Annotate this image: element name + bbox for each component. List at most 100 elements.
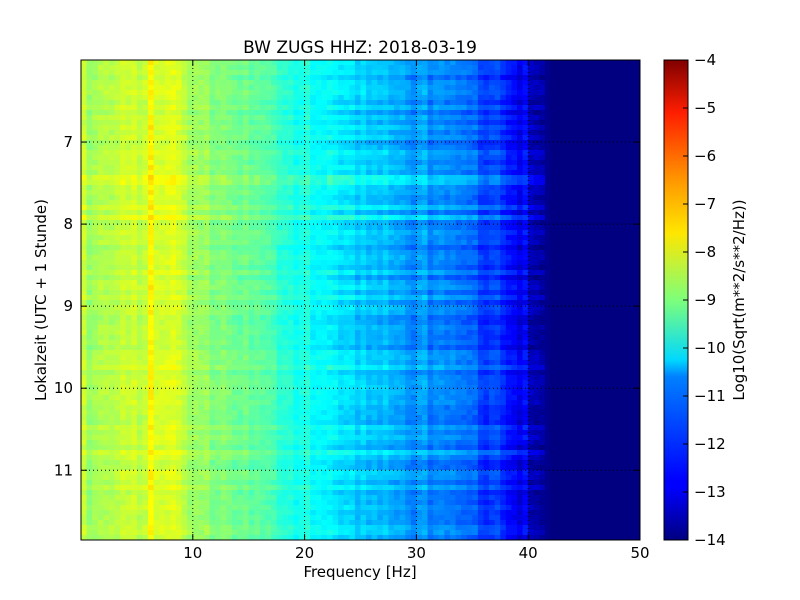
- heatmap-cell: [215, 305, 222, 311]
- heatmap-cell: [427, 280, 434, 286]
- heatmap-cell: [248, 165, 255, 171]
- heatmap-cell: [494, 130, 501, 136]
- heatmap-cell: [237, 60, 244, 66]
- heatmap-cell: [271, 245, 278, 251]
- heatmap-cell: [226, 270, 233, 276]
- heatmap-cell: [81, 170, 88, 176]
- heatmap-cell: [377, 170, 384, 176]
- heatmap-cell: [315, 135, 322, 141]
- heatmap-cell: [371, 110, 378, 116]
- heatmap-cell: [427, 295, 434, 301]
- heatmap-cell: [248, 230, 255, 236]
- heatmap-cell: [203, 150, 211, 156]
- heatmap-cell: [131, 65, 138, 71]
- heatmap-cell: [243, 225, 250, 231]
- heatmap-cell: [181, 265, 188, 271]
- heatmap-cell: [209, 200, 216, 206]
- heatmap-cell: [299, 200, 306, 206]
- heatmap-cell: [511, 120, 518, 126]
- heatmap-cell: [231, 95, 239, 101]
- heatmap-cell: [500, 215, 507, 221]
- heatmap-cell: [97, 295, 104, 301]
- heatmap-cell: [203, 270, 211, 276]
- heatmap-cell: [438, 145, 445, 151]
- heatmap-cell: [433, 210, 440, 216]
- heatmap-cell: [237, 90, 244, 96]
- heatmap-cell: [209, 285, 216, 291]
- heatmap-cell: [584, 95, 591, 101]
- heatmap-cell: [153, 85, 160, 91]
- heatmap-cell: [517, 60, 524, 66]
- heatmap-cell: [539, 90, 546, 96]
- heatmap-cell: [572, 240, 580, 246]
- heatmap-cell: [103, 145, 110, 151]
- heatmap-cell: [293, 300, 300, 306]
- heatmap-cell: [595, 115, 602, 121]
- heatmap-cell: [226, 215, 233, 221]
- heatmap-cell: [606, 80, 613, 86]
- heatmap-cell: [433, 120, 440, 126]
- heatmap-cell: [92, 280, 99, 286]
- heatmap-cell: [259, 145, 267, 151]
- heatmap-cell: [623, 115, 630, 121]
- heatmap-cell: [517, 150, 524, 156]
- heatmap-cell: [550, 225, 557, 231]
- heatmap-cell: [271, 65, 278, 71]
- heatmap-cell: [220, 210, 227, 216]
- heatmap-cell: [567, 125, 574, 131]
- heatmap-cell: [584, 75, 591, 81]
- heatmap-cell: [589, 120, 596, 126]
- heatmap-cell: [159, 255, 166, 261]
- heatmap-cell: [338, 165, 345, 171]
- heatmap-cell: [131, 275, 138, 281]
- heatmap-cell: [148, 220, 155, 226]
- heatmap-cell: [606, 200, 613, 206]
- heatmap-cell: [131, 280, 138, 286]
- heatmap-cell: [394, 215, 401, 221]
- heatmap-cell: [142, 120, 149, 126]
- heatmap-cell: [466, 240, 473, 246]
- heatmap-cell: [131, 295, 138, 301]
- heatmap-cell: [282, 115, 289, 121]
- heatmap-cell: [332, 125, 339, 131]
- heatmap-cell: [187, 90, 194, 96]
- heatmap-cell: [377, 70, 384, 76]
- heatmap-cell: [354, 215, 362, 221]
- heatmap-cell: [517, 165, 524, 171]
- heatmap-cell: [517, 290, 524, 296]
- heatmap-cell: [433, 245, 440, 251]
- heatmap-cell: [103, 225, 110, 231]
- heatmap-cell: [203, 280, 211, 286]
- heatmap-cell: [634, 175, 640, 181]
- heatmap-cell: [287, 205, 295, 211]
- heatmap-cell: [444, 185, 451, 191]
- heatmap-cell: [343, 195, 350, 201]
- heatmap-cell: [416, 235, 423, 241]
- heatmap-cell: [388, 185, 395, 191]
- heatmap-cell: [360, 180, 367, 186]
- heatmap-cell: [623, 275, 630, 281]
- heatmap-cell: [181, 215, 188, 221]
- heatmap-cell: [259, 60, 267, 66]
- heatmap-cell: [326, 215, 334, 221]
- heatmap-cell: [125, 170, 132, 176]
- heatmap-cell: [455, 185, 462, 191]
- heatmap-cell: [539, 135, 546, 141]
- heatmap-cell: [114, 220, 121, 226]
- heatmap-cell: [410, 65, 417, 71]
- heatmap-cell: [589, 220, 596, 226]
- heatmap-cell: [388, 300, 395, 306]
- heatmap-cell: [449, 190, 457, 196]
- heatmap-cell: [410, 230, 417, 236]
- heatmap-cell: [181, 220, 188, 226]
- heatmap-cell: [125, 210, 132, 216]
- heatmap-cell: [142, 130, 149, 136]
- heatmap-cell: [148, 140, 155, 146]
- heatmap-cell: [600, 160, 608, 166]
- heatmap-cell: [371, 90, 378, 96]
- heatmap-cell: [209, 170, 216, 176]
- heatmap-cell: [472, 190, 479, 196]
- heatmap-cell: [366, 220, 373, 226]
- heatmap-cell: [382, 155, 390, 161]
- heatmap-cell: [209, 245, 216, 251]
